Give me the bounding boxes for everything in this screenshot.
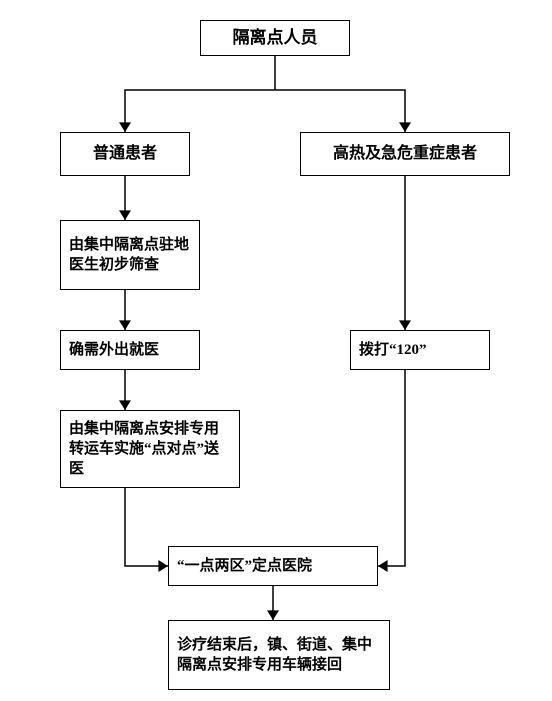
node-merge-label: “一点两区”定点医院 xyxy=(177,556,312,576)
node-left1: 普通患者 xyxy=(60,132,190,176)
node-right2-label: 拨打“120” xyxy=(359,340,427,360)
node-merge: “一点两区”定点医院 xyxy=(168,546,378,586)
node-left4-label: 由集中隔离点安排专用转运车实施“点对点”送医 xyxy=(69,419,231,480)
node-root: 隔离点人员 xyxy=(200,20,350,56)
node-left4: 由集中隔离点安排专用转运车实施“点对点”送医 xyxy=(60,410,240,488)
node-root-label: 隔离点人员 xyxy=(233,27,318,50)
node-right1-label: 高热及急危重症患者 xyxy=(333,143,477,165)
node-left2: 由集中隔离点驻地医生初步筛查 xyxy=(60,220,200,290)
node-left2-label: 由集中隔离点驻地医生初步筛查 xyxy=(69,235,191,276)
node-left3-label: 确需外出就医 xyxy=(69,340,159,360)
node-final-label: 诊疗结束后，镇、街道、集中隔离点安排专用车辆接回 xyxy=(177,635,381,676)
node-final: 诊疗结束后，镇、街道、集中隔离点安排专用车辆接回 xyxy=(168,620,390,690)
node-left1-label: 普通患者 xyxy=(93,143,157,165)
node-left3: 确需外出就医 xyxy=(60,330,200,370)
node-right2: 拨打“120” xyxy=(350,330,490,370)
node-right1: 高热及急危重症患者 xyxy=(300,132,510,176)
